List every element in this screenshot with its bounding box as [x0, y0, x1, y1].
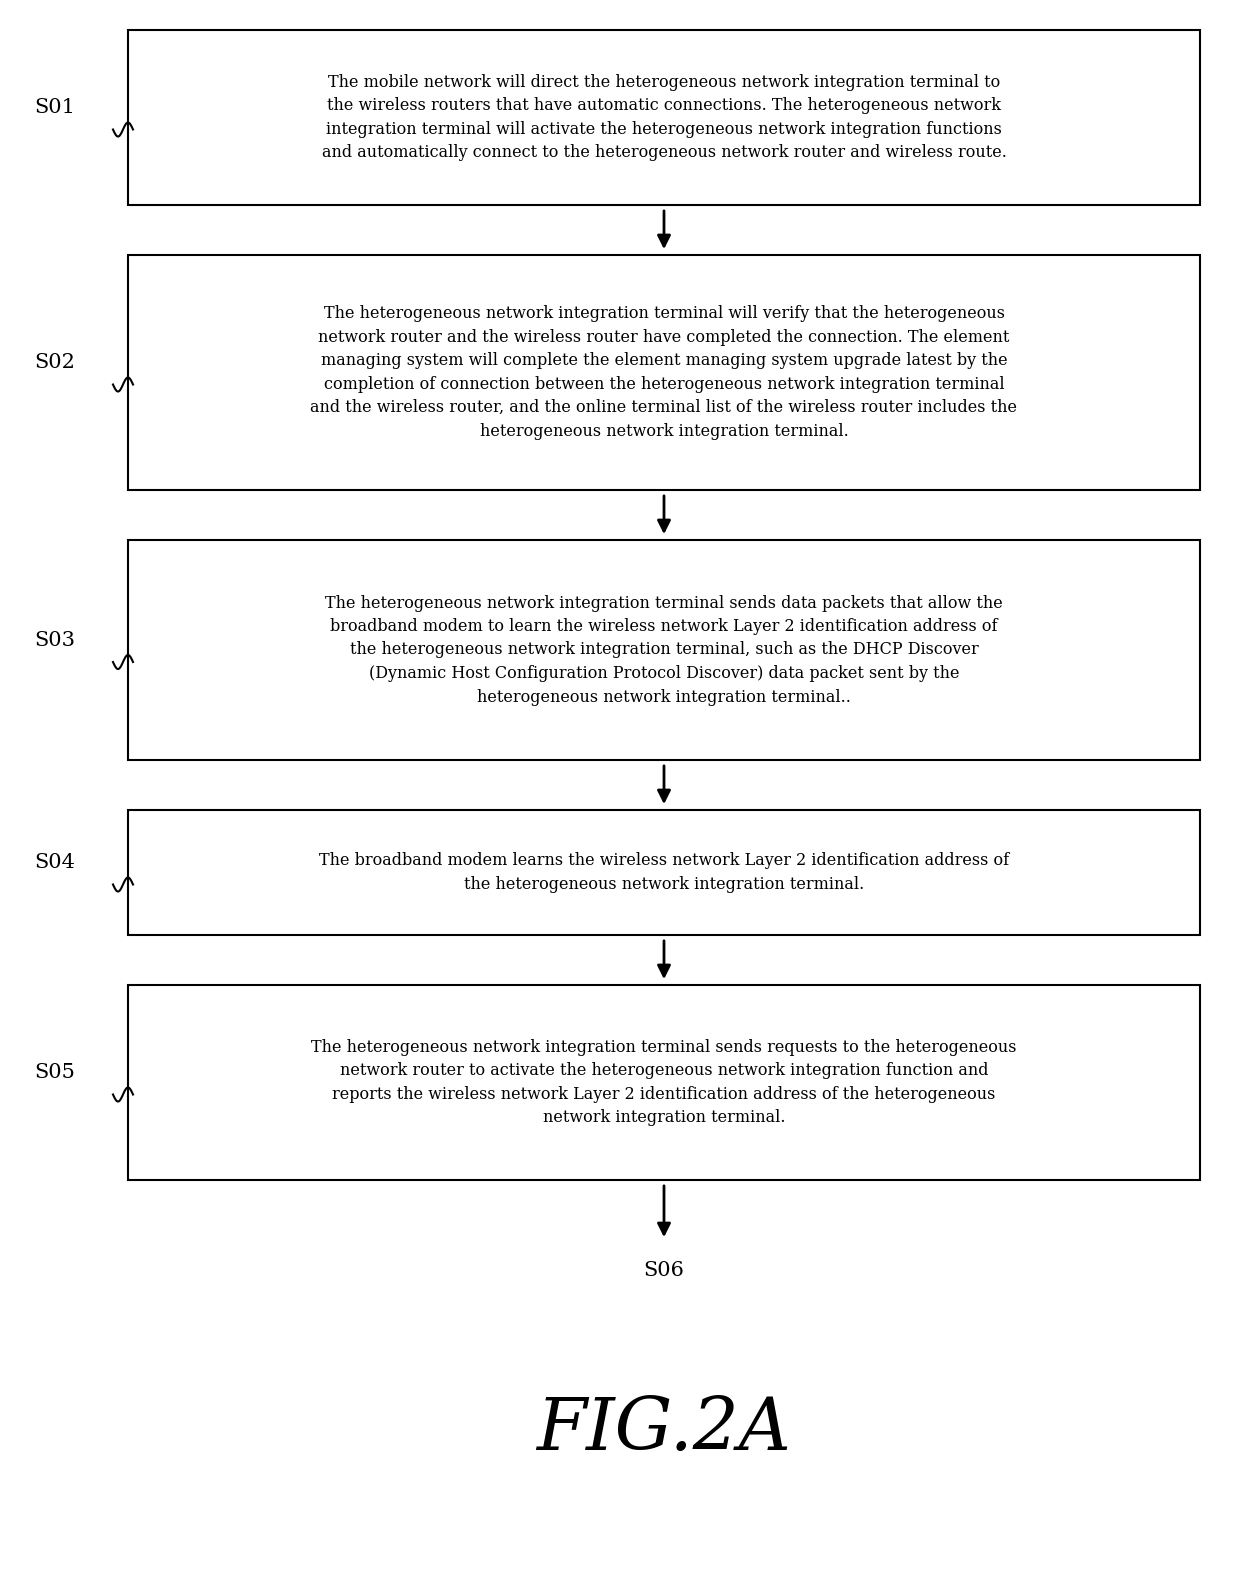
Bar: [128, 539, 1200, 760]
Text: S02: S02: [35, 354, 76, 373]
FancyArrowPatch shape: [658, 211, 670, 246]
Text: The heterogeneous network integration terminal sends data packets that allow the: The heterogeneous network integration te…: [325, 595, 1003, 706]
Text: FIG.2A: FIG.2A: [537, 1394, 791, 1465]
Text: The mobile network will direct the heterogeneous network integration terminal to: The mobile network will direct the heter…: [321, 75, 1007, 162]
Bar: [128, 255, 1200, 490]
Text: S01: S01: [35, 98, 76, 117]
Bar: [128, 810, 1200, 936]
Text: S05: S05: [35, 1063, 76, 1082]
Text: The broadband modem learns the wireless network Layer 2 identification address o: The broadband modem learns the wireless …: [319, 852, 1009, 893]
FancyArrowPatch shape: [658, 940, 670, 975]
Text: The heterogeneous network integration terminal will verify that the heterogeneou: The heterogeneous network integration te…: [310, 305, 1018, 439]
Text: S03: S03: [35, 631, 76, 650]
FancyArrowPatch shape: [658, 496, 670, 531]
FancyArrowPatch shape: [658, 1186, 670, 1234]
Text: S06: S06: [644, 1261, 684, 1280]
FancyArrowPatch shape: [658, 766, 670, 801]
Bar: [128, 30, 1200, 205]
Text: S04: S04: [35, 853, 76, 872]
Bar: [128, 985, 1200, 1180]
Text: The heterogeneous network integration terminal sends requests to the heterogeneo: The heterogeneous network integration te…: [311, 1039, 1017, 1126]
